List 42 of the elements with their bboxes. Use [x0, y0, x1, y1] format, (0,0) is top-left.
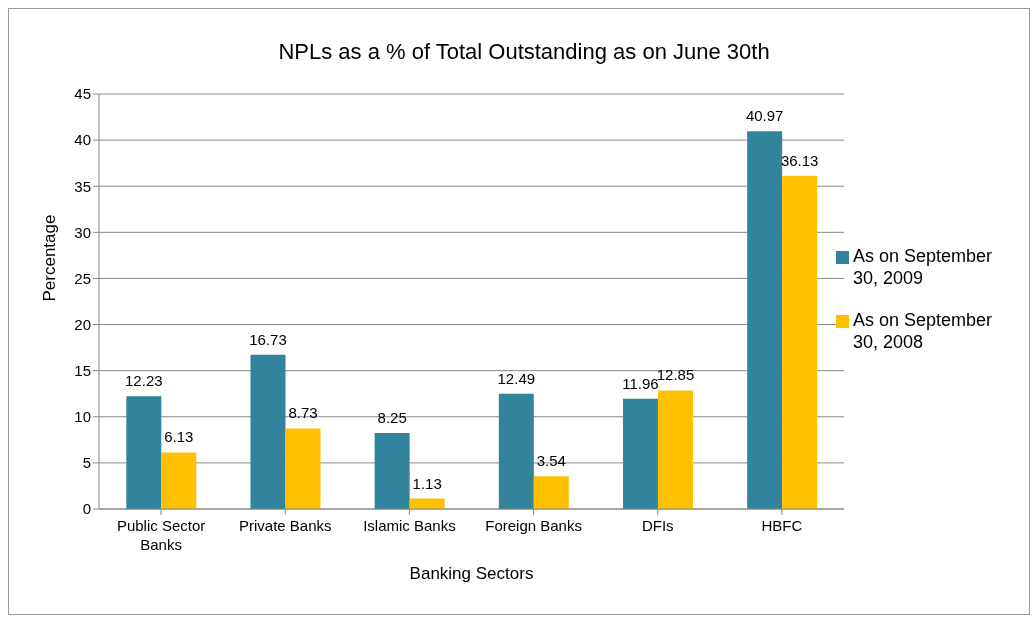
- bar: [782, 175, 818, 509]
- data-label: 12.23: [125, 372, 163, 390]
- bar: [657, 390, 693, 509]
- chart-title: NPLs as a % of Total Outstanding as on June 30th: [277, 39, 771, 65]
- x-tick-label: Islamic Banks: [363, 517, 456, 534]
- bar: [747, 131, 783, 509]
- y-tick-label: 25: [74, 269, 91, 287]
- data-label: 1.13: [412, 474, 442, 492]
- bar: [285, 428, 321, 509]
- legend-label: As on September 30, 2008: [853, 309, 994, 353]
- y-tick-label: 20: [74, 315, 91, 333]
- y-tick-label: 35: [74, 177, 91, 195]
- bar: [126, 396, 162, 509]
- y-tick-label: 0: [82, 500, 91, 518]
- data-label: 16.73: [249, 330, 287, 348]
- data-label: 8.73: [288, 404, 318, 422]
- y-tick-label: 40: [74, 131, 91, 149]
- data-label: 11.96: [622, 374, 659, 392]
- y-tick-label: 5: [82, 454, 91, 472]
- bar: [622, 398, 658, 509]
- bar: [533, 476, 569, 509]
- bar: [498, 393, 534, 509]
- y-tick-label: 45: [74, 85, 91, 103]
- data-label: 6.13: [164, 428, 194, 446]
- x-axis-title: Banking Sectors: [409, 564, 534, 583]
- legend-label: As on September 30, 2009: [853, 245, 994, 289]
- y-axis-title: Percentage: [40, 214, 60, 302]
- x-tick-label: Private Banks: [238, 517, 332, 534]
- data-label: 12.49: [497, 369, 536, 387]
- data-label: 3.54: [536, 452, 566, 470]
- y-tick-label: 10: [74, 408, 91, 426]
- y-tick-label: 30: [74, 223, 91, 241]
- x-tick-label: HBFC: [761, 517, 803, 534]
- x-tick-label: Public Sector Banks: [116, 517, 206, 553]
- bar: [374, 432, 410, 509]
- x-tick-label: Foreign Banks: [485, 517, 582, 534]
- bar: [161, 452, 197, 509]
- y-tick-label: 15: [74, 361, 91, 379]
- data-label: 8.25: [377, 408, 407, 426]
- x-tick-label: DFIs: [641, 517, 674, 534]
- data-label: 40.97: [745, 107, 784, 125]
- bar: [250, 354, 286, 509]
